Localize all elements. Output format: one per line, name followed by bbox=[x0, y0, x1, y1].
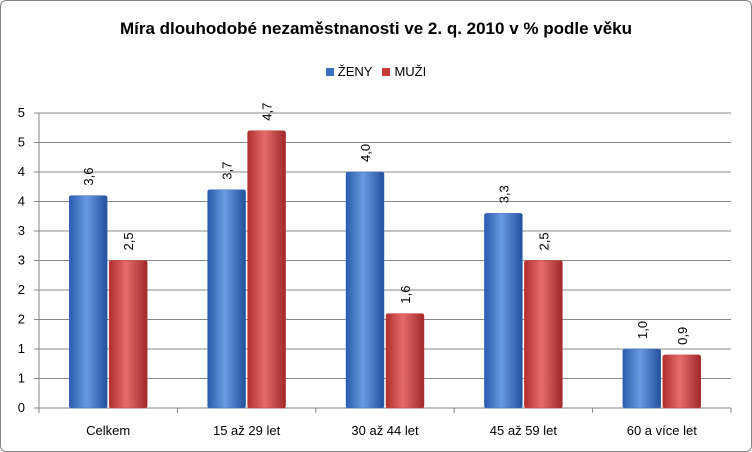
y-tick-label: 5 bbox=[18, 105, 25, 120]
data-label: 2,5 bbox=[121, 232, 136, 250]
category-label: 30 až 44 let bbox=[351, 423, 419, 438]
bar bbox=[207, 189, 246, 409]
data-label: 1,0 bbox=[635, 321, 650, 339]
bar bbox=[68, 195, 108, 409]
y-tick-label: 1 bbox=[18, 371, 25, 386]
y-tick-label: 3 bbox=[18, 253, 25, 268]
bar bbox=[108, 260, 148, 409]
category-label: 15 až 29 let bbox=[213, 423, 281, 438]
category-label: Celkem bbox=[86, 423, 130, 438]
legend: ŽENY MUŽI bbox=[1, 64, 751, 79]
data-label: 3,6 bbox=[81, 168, 96, 186]
y-tick-label: 5 bbox=[18, 135, 25, 150]
data-label: 0,9 bbox=[675, 327, 690, 345]
bar bbox=[524, 260, 563, 409]
data-label: 2,5 bbox=[536, 232, 551, 250]
y-tick-label: 4 bbox=[18, 164, 25, 179]
data-label: 1,6 bbox=[398, 286, 413, 304]
bar bbox=[622, 348, 662, 409]
legend-label-muzi: MUŽI bbox=[394, 64, 427, 79]
chart-title: Míra dlouhodobé nezaměstnanosti ve 2. q.… bbox=[119, 19, 633, 38]
y-tick-label: 2 bbox=[18, 312, 25, 327]
y-tick-label: 2 bbox=[18, 282, 25, 297]
legend-item-zeny: ŽENY bbox=[325, 64, 373, 79]
bar bbox=[484, 213, 523, 409]
y-tick-label: 0 bbox=[18, 400, 25, 415]
legend-swatch-zeny bbox=[325, 67, 334, 76]
y-tick-label: 4 bbox=[18, 194, 25, 209]
y-tick-label: 3 bbox=[18, 223, 25, 238]
data-label: 3,3 bbox=[496, 185, 511, 203]
bar bbox=[247, 130, 286, 409]
bar bbox=[385, 313, 425, 409]
legend-item-muzi: MUŽI bbox=[382, 64, 426, 79]
data-label: 3,7 bbox=[220, 162, 235, 180]
category-label: 60 a více let bbox=[627, 423, 697, 438]
legend-swatch-muzi bbox=[382, 67, 391, 76]
data-label: 4,0 bbox=[358, 144, 373, 162]
bar bbox=[345, 171, 385, 409]
legend-label-zeny: ŽENY bbox=[337, 64, 373, 79]
bar bbox=[662, 354, 702, 409]
category-label: 45 až 59 let bbox=[490, 423, 558, 438]
data-label: 4,7 bbox=[260, 103, 275, 121]
y-tick-label: 1 bbox=[18, 341, 25, 356]
